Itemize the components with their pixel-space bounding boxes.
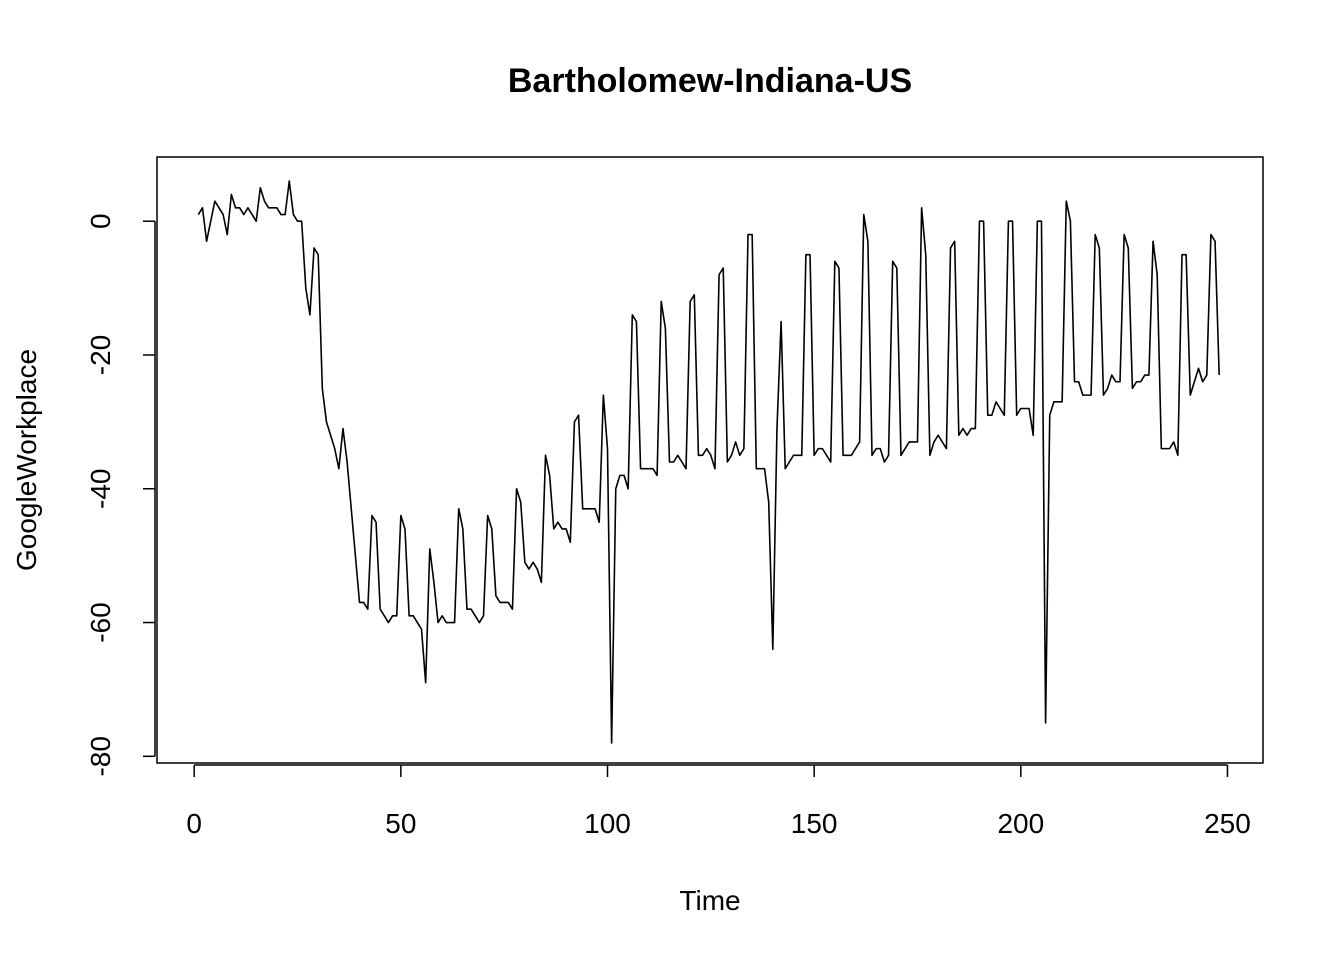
- y-axis-label: GoogleWorkplace: [11, 349, 42, 571]
- y-tick-label: -60: [85, 602, 116, 642]
- series-line: [197, 180, 1220, 744]
- y-tick-label: -80: [85, 736, 116, 776]
- x-tick-label: 50: [385, 808, 416, 839]
- chart-title: Bartholomew-Indiana-US: [508, 62, 912, 100]
- y-tick-label: 0: [85, 213, 116, 229]
- x-tick-label: 0: [186, 808, 202, 839]
- y-tick-label: -20: [85, 335, 116, 375]
- plot-frame: [156, 156, 1264, 764]
- x-axis-label: Time: [679, 885, 740, 916]
- x-tick-label: 250: [1204, 808, 1251, 839]
- x-tick-label: 150: [791, 808, 838, 839]
- y-axis: 0 -20 -40 -60 -80: [85, 213, 156, 777]
- x-tick-label: 100: [584, 808, 631, 839]
- series-layer: [197, 180, 1220, 744]
- x-axis: 0 50 100 150 200 250: [186, 764, 1251, 839]
- y-tick-label: -40: [85, 469, 116, 509]
- x-tick-label: 200: [997, 808, 1044, 839]
